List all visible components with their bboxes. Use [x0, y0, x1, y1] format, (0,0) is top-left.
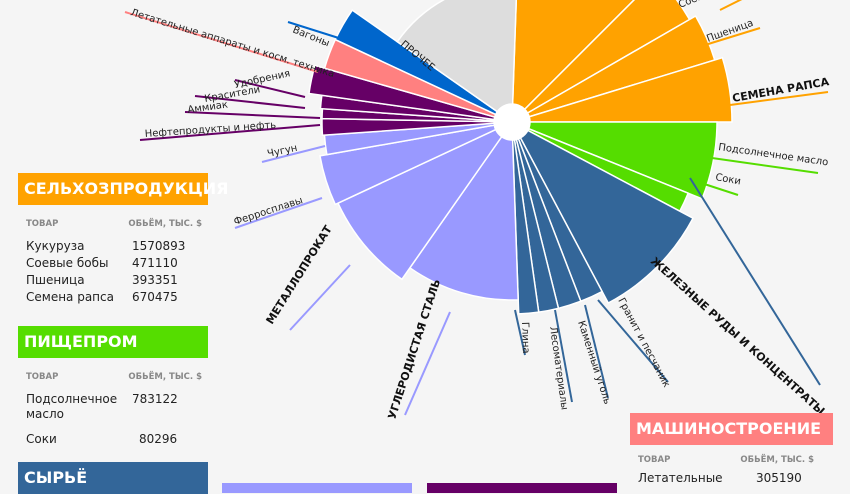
- col-header-volume: ОБЬЁМ, ТЫС. $: [128, 372, 202, 382]
- slice-label: Ферросплавы: [233, 195, 305, 228]
- leader-line: [729, 91, 829, 106]
- col-header-volume: ОБЬЁМ, ТЫС. $: [128, 219, 202, 229]
- panel-machine: МАШИНОСТРОЕНИЕ ТОВАР ОБЬЁМ, ТЫС. $ Летате…: [630, 413, 834, 488]
- leader-line: [691, 179, 739, 196]
- leader-line: [514, 309, 526, 356]
- leader-line: [289, 264, 351, 331]
- leader-line: [554, 309, 573, 403]
- leader-line: [234, 197, 323, 229]
- leader-line: [704, 27, 761, 46]
- slice-label: Летательные аппараты и косм. техника: [129, 7, 336, 80]
- panel-chem-header: [427, 483, 617, 493]
- leader-line: [584, 304, 609, 399]
- row-value: 783122: [132, 392, 178, 406]
- slice-label: Глина: [519, 322, 531, 354]
- slice-label: Подсолнечное масло: [718, 142, 829, 168]
- slice-agri: [511, 0, 636, 111]
- panel-food: ПИЩЕПРОМ ТОВАР ОБЬЁМ, ТЫС. $ Подсолнечное…: [18, 326, 208, 449]
- table-row: Пшеница 393351: [26, 273, 202, 288]
- row-value: 393351: [132, 273, 178, 287]
- row-name: Летательные: [638, 471, 723, 485]
- leader-line: [287, 21, 346, 41]
- table-row: Кукуруза 1570893: [26, 239, 202, 254]
- leader-line: [124, 11, 319, 73]
- panel-title: МАШИНОСТРОЕНИЕ: [630, 413, 834, 445]
- slice-label: Соки: [714, 172, 741, 187]
- row-value: 471110: [132, 256, 178, 270]
- panel-metal-header: [222, 483, 412, 493]
- leader-line: [234, 79, 306, 98]
- leader-line: [139, 124, 321, 141]
- row-name: Соевые бобы: [26, 256, 109, 270]
- slice-label: ЖЕЛЕЗНЫЕ РУДЫ И КОНЦЕНТРАТЫ: [648, 255, 827, 418]
- row-value: 305190: [756, 471, 802, 485]
- table-row: Соевые бобы 471110: [26, 256, 202, 271]
- row-value: 670475: [132, 290, 178, 304]
- panel-title: СЕЛЬХОЗПРОДУКЦИЯ: [18, 173, 228, 205]
- row-value: 80296: [139, 432, 178, 446]
- row-name: Соки: [26, 432, 57, 446]
- table-row: Соки 80296: [26, 432, 202, 447]
- slice-label: Гранит и песчаник: [615, 296, 671, 389]
- leader-line: [184, 111, 321, 119]
- leader-line: [711, 157, 819, 174]
- table-row: Летательные 305190: [638, 471, 814, 486]
- row-name: Подсолнечное масло: [26, 392, 118, 421]
- panel-title: СЫРЬЁ: [18, 462, 208, 494]
- leader-line: [194, 95, 306, 109]
- leader-line: [719, 0, 743, 11]
- row-name: Пшеница: [26, 273, 85, 287]
- panel-title: ПИЩЕПРОМ: [18, 326, 208, 358]
- slice-label: Каменный уголь: [575, 320, 612, 406]
- col-header-volume: ОБЬЁМ, ТЫС. $: [740, 455, 814, 465]
- row-name: Кукуруза: [26, 239, 85, 253]
- leader-line: [404, 311, 451, 416]
- slice-label: Нефтепродукты и нефть: [144, 120, 276, 140]
- chart-center: [494, 104, 530, 140]
- table-row: Семена рапса 670475: [26, 290, 202, 305]
- leader-line: [689, 177, 821, 386]
- row-name: Семена рапса: [26, 290, 114, 304]
- slice-label: СЕМЕНА РАПСА: [731, 75, 830, 105]
- row-value: 1570893: [132, 239, 186, 253]
- col-header-item: ТОВАР: [638, 455, 671, 465]
- slice-label: МЕТАЛЛОПРОКАТ: [264, 223, 336, 327]
- panel-agri: СЕЛЬХОЗПРОДУКЦИЯ ТОВАР ОБЬЁМ, ТЫС. $ Куку…: [18, 173, 228, 307]
- leader-line: [261, 145, 326, 163]
- leader-line: [597, 299, 669, 383]
- table-row: Подсолнечное масло 783122: [26, 392, 202, 422]
- col-header-item: ТОВАР: [26, 219, 59, 229]
- panel-raw: СЫРЬЁ: [18, 462, 208, 494]
- col-header-item: ТОВАР: [26, 372, 59, 382]
